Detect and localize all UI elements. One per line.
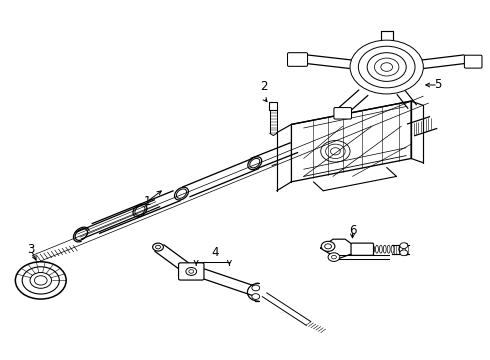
Text: 1: 1 [144,195,151,208]
FancyBboxPatch shape [334,108,351,119]
Circle shape [400,243,408,248]
Circle shape [252,285,260,291]
Circle shape [328,253,340,261]
Text: 6: 6 [349,224,356,238]
Circle shape [400,250,408,256]
Text: 3: 3 [27,243,35,256]
FancyBboxPatch shape [178,263,204,280]
Circle shape [186,267,196,275]
FancyBboxPatch shape [465,55,482,68]
Circle shape [321,241,335,251]
Circle shape [252,294,260,300]
Text: 2: 2 [260,80,268,93]
FancyBboxPatch shape [351,243,373,255]
Text: 5: 5 [434,78,441,91]
Bar [270,102,277,110]
Text: 4: 4 [211,246,219,259]
FancyBboxPatch shape [288,53,308,66]
